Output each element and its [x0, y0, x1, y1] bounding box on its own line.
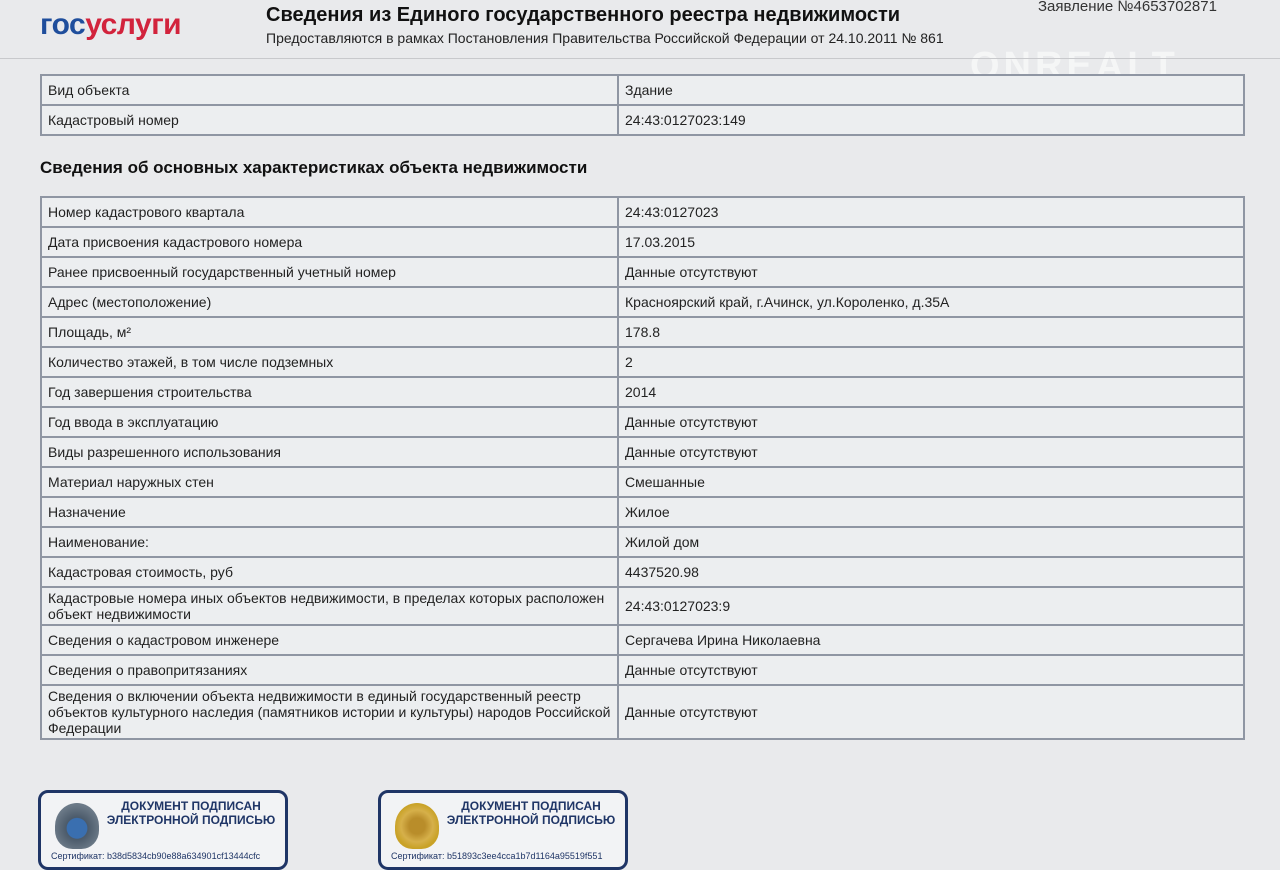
field-value: 24:43:0127023:9 [617, 586, 1245, 626]
table-row: Сведения о правопритязаниях Данные отсутс… [40, 654, 1245, 686]
field-label: Кадастровая стоимость, руб [40, 556, 619, 588]
signature-stamp: ДОКУМЕНТ ПОДПИСАН ЭЛЕКТРОННОЙ ПОДПИСЬЮ С… [378, 790, 628, 870]
field-value: 2 [617, 346, 1245, 378]
field-label: Год ввода в эксплуатацию [40, 406, 619, 438]
certificate-id: Сертификат: b38d5834cb90e88a634901cf1344… [51, 851, 261, 861]
field-value: 178.8 [617, 316, 1245, 348]
table-row: Площадь, м² 178.8 [40, 316, 1245, 348]
field-label: Адрес (местоположение) [40, 286, 619, 318]
certificate-id: Сертификат: b51893c3ee4cca1b7d1164a95519… [391, 851, 603, 861]
table-row: Год ввода в эксплуатацию Данные отсутству… [40, 406, 1245, 438]
field-value: Данные отсутствуют [617, 654, 1245, 686]
field-label: Вид объекта [40, 74, 619, 106]
field-label: Сведения о правопритязаниях [40, 654, 619, 686]
table-row: Вид объекта Здание [40, 74, 1245, 106]
field-value: Красноярский край, г.Ачинск, ул.Короленк… [617, 286, 1245, 318]
field-value: Данные отсутствуют [617, 436, 1245, 468]
signature-stamp: ДОКУМЕНТ ПОДПИСАН ЭЛЕКТРОННОЙ ПОДПИСЬЮ С… [38, 790, 288, 870]
table-row: Материал наружных стен Смешанные [40, 466, 1245, 498]
field-label: Сведения о включении объекта недвижимост… [40, 684, 619, 740]
table-row: Кадастровые номера иных объектов недвижи… [40, 586, 1245, 626]
field-label: Номер кадастрового квартала [40, 196, 619, 228]
field-label: Сведения о кадастровом инженере [40, 624, 619, 656]
table-row: Ранее присвоенный государственный учетны… [40, 256, 1245, 288]
object-table: Вид объекта Здание Кадастровый номер 24:43:… [40, 74, 1245, 136]
field-value: Данные отсутствуют [617, 256, 1245, 288]
rosreestr-emblem-icon [55, 803, 99, 849]
table-row: Наименование: Жилой дом [40, 526, 1245, 558]
gosuslugi-logo: госуслуги [40, 8, 182, 42]
table-row: Назначение Жилое [40, 496, 1245, 528]
field-value: 24:43:0127023:149 [617, 104, 1245, 136]
field-label: Дата присвоения кадастрового номера [40, 226, 619, 258]
field-label: Кадастровый номер [40, 104, 619, 136]
field-value: Жилой дом [617, 526, 1245, 558]
table-row: Номер кадастрового квартала 24:43:0127023 [40, 196, 1245, 228]
characteristics-table: Номер кадастрового квартала 24:43:0127023… [40, 196, 1245, 740]
divider [0, 58, 1280, 59]
logo-part2: услуги [85, 8, 182, 41]
field-value: Смешанные [617, 466, 1245, 498]
application-number: Заявление №4653702871 [1038, 0, 1217, 15]
field-value: Жилое [617, 496, 1245, 528]
field-value: 24:43:0127023 [617, 196, 1245, 228]
field-label: Площадь, м² [40, 316, 619, 348]
field-value: 2014 [617, 376, 1245, 408]
field-value: 4437520.98 [617, 556, 1245, 588]
field-label: Виды разрешенного использования [40, 436, 619, 468]
field-label: Кадастровые номера иных объектов недвижи… [40, 586, 619, 626]
field-value: 17.03.2015 [617, 226, 1245, 258]
field-value: Данные отсутствуют [617, 406, 1245, 438]
field-label: Назначение [40, 496, 619, 528]
table-row: Сведения о кадастровом инженере Сергачева… [40, 624, 1245, 656]
table-row: Количество этажей, в том числе подземных… [40, 346, 1245, 378]
page-subtitle: Предоставляются в рамках Постановления П… [266, 30, 944, 46]
table-row: Сведения о включении объекта недвижимост… [40, 684, 1245, 740]
field-value: Здание [617, 74, 1245, 106]
page-title: Сведения из Единого государственного рее… [266, 4, 901, 26]
table-row: Виды разрешенного использования Данные от… [40, 436, 1245, 468]
stamp-text: ДОКУМЕНТ ПОДПИСАН ЭЛЕКТРОННОЙ ПОДПИСЬЮ [446, 799, 616, 827]
section-title: Сведения об основных характеристиках объ… [40, 158, 588, 177]
table-row: Адрес (местоположение) Красноярский край,… [40, 286, 1245, 318]
table-row: Кадастровая стоимость, руб 4437520.98 [40, 556, 1245, 588]
coat-of-arms-icon [395, 803, 439, 849]
field-label: Количество этажей, в том числе подземных [40, 346, 619, 378]
logo-part1: гос [40, 8, 86, 41]
table-row: Дата присвоения кадастрового номера 17.03… [40, 226, 1245, 258]
table-row: Год завершения строительства 2014 [40, 376, 1245, 408]
field-value: Сергачева Ирина Николаевна [617, 624, 1245, 656]
field-label: Ранее присвоенный государственный учетны… [40, 256, 619, 288]
field-value: Данные отсутствуют [617, 684, 1245, 740]
table-row: Кадастровый номер 24:43:0127023:149 [40, 104, 1245, 136]
field-label: Год завершения строительства [40, 376, 619, 408]
field-label: Наименование: [40, 526, 619, 558]
stamp-text: ДОКУМЕНТ ПОДПИСАН ЭЛЕКТРОННОЙ ПОДПИСЬЮ [106, 799, 276, 827]
field-label: Материал наружных стен [40, 466, 619, 498]
